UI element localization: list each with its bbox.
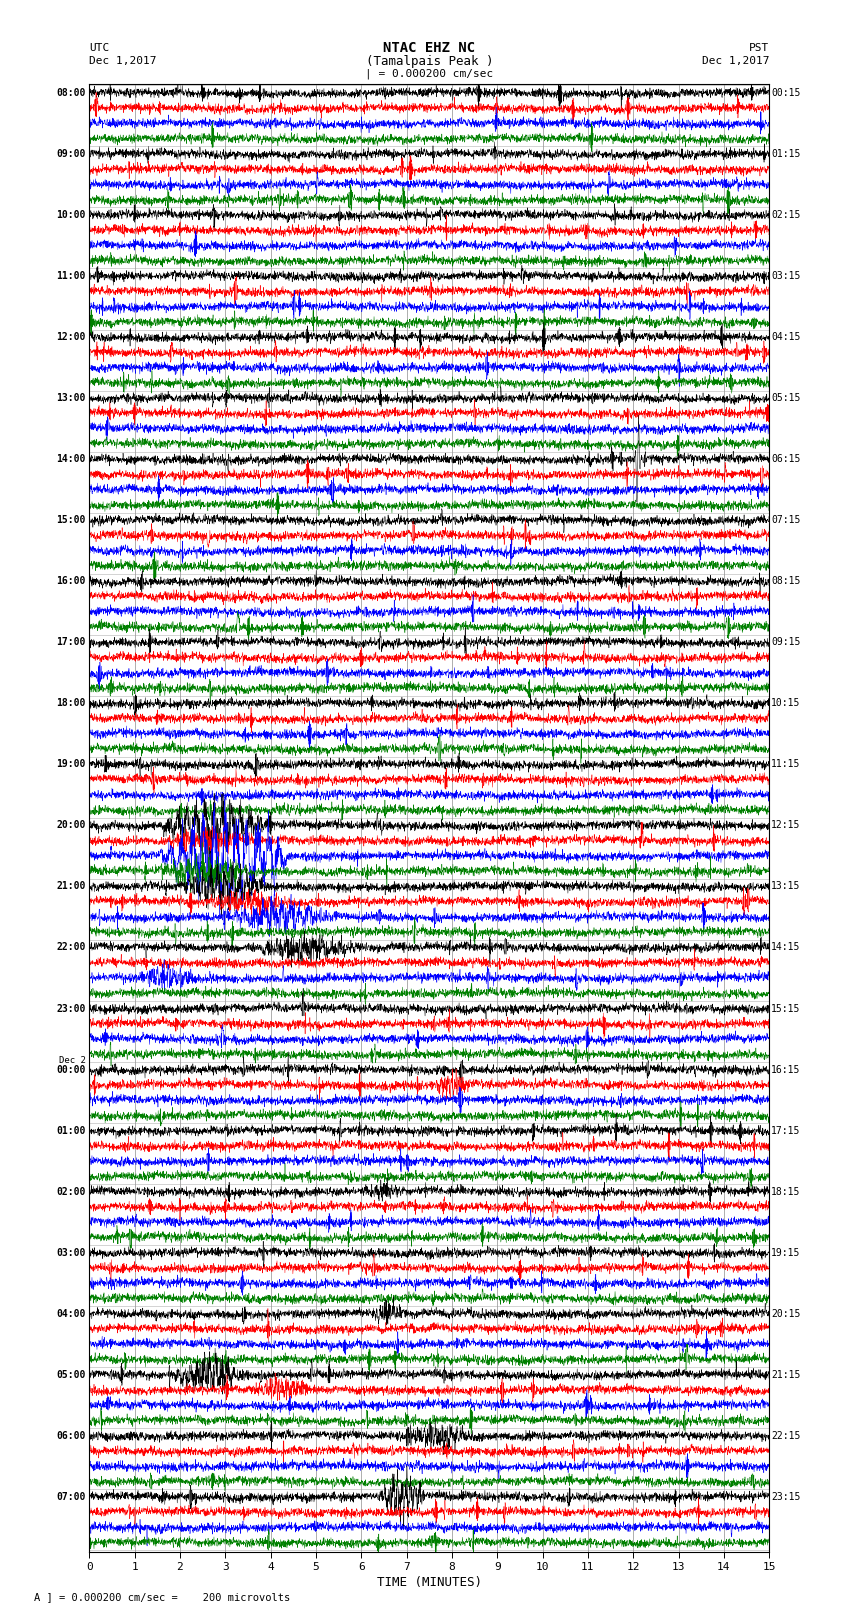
Text: 01:15: 01:15 bbox=[771, 148, 801, 160]
Text: Dec 2: Dec 2 bbox=[59, 1057, 86, 1065]
Text: 11:00: 11:00 bbox=[56, 271, 86, 281]
Text: UTC: UTC bbox=[89, 44, 110, 53]
Text: 18:00: 18:00 bbox=[56, 698, 86, 708]
Text: 10:15: 10:15 bbox=[771, 698, 801, 708]
Text: | = 0.000200 cm/sec: | = 0.000200 cm/sec bbox=[366, 69, 493, 79]
Text: A ] = 0.000200 cm/sec =    200 microvolts: A ] = 0.000200 cm/sec = 200 microvolts bbox=[34, 1592, 290, 1602]
Text: 23:15: 23:15 bbox=[771, 1492, 801, 1502]
Text: 04:00: 04:00 bbox=[56, 1308, 86, 1319]
Text: 21:15: 21:15 bbox=[771, 1369, 801, 1379]
Text: 12:15: 12:15 bbox=[771, 821, 801, 831]
Text: 13:00: 13:00 bbox=[56, 394, 86, 403]
Text: 12:00: 12:00 bbox=[56, 332, 86, 342]
Text: 11:15: 11:15 bbox=[771, 760, 801, 769]
Text: 15:00: 15:00 bbox=[56, 515, 86, 526]
Text: 14:15: 14:15 bbox=[771, 942, 801, 953]
Text: 20:00: 20:00 bbox=[56, 821, 86, 831]
X-axis label: TIME (MINUTES): TIME (MINUTES) bbox=[377, 1576, 482, 1589]
Text: 15:15: 15:15 bbox=[771, 1003, 801, 1013]
Text: 13:15: 13:15 bbox=[771, 881, 801, 892]
Text: 04:15: 04:15 bbox=[771, 332, 801, 342]
Text: 08:15: 08:15 bbox=[771, 576, 801, 586]
Text: Dec 1,2017: Dec 1,2017 bbox=[702, 56, 769, 66]
Text: 08:00: 08:00 bbox=[56, 89, 86, 98]
Text: 07:15: 07:15 bbox=[771, 515, 801, 526]
Text: 22:00: 22:00 bbox=[56, 942, 86, 953]
Text: 05:00: 05:00 bbox=[56, 1369, 86, 1379]
Text: 01:00: 01:00 bbox=[56, 1126, 86, 1136]
Text: 16:00: 16:00 bbox=[56, 576, 86, 586]
Text: 16:15: 16:15 bbox=[771, 1065, 801, 1074]
Text: 06:00: 06:00 bbox=[56, 1431, 86, 1440]
Text: 18:15: 18:15 bbox=[771, 1187, 801, 1197]
Text: 10:00: 10:00 bbox=[56, 210, 86, 219]
Text: NTAC EHZ NC: NTAC EHZ NC bbox=[383, 42, 475, 55]
Text: 19:15: 19:15 bbox=[771, 1247, 801, 1258]
Text: 20:15: 20:15 bbox=[771, 1308, 801, 1319]
Text: 19:00: 19:00 bbox=[56, 760, 86, 769]
Text: 07:00: 07:00 bbox=[56, 1492, 86, 1502]
Text: 02:15: 02:15 bbox=[771, 210, 801, 219]
Text: 22:15: 22:15 bbox=[771, 1431, 801, 1440]
Text: 23:00: 23:00 bbox=[56, 1003, 86, 1013]
Text: 05:15: 05:15 bbox=[771, 394, 801, 403]
Text: 03:00: 03:00 bbox=[56, 1247, 86, 1258]
Text: PST: PST bbox=[749, 44, 769, 53]
Text: 03:15: 03:15 bbox=[771, 271, 801, 281]
Text: 00:15: 00:15 bbox=[771, 89, 801, 98]
Text: 00:00: 00:00 bbox=[56, 1065, 86, 1074]
Text: 09:00: 09:00 bbox=[56, 148, 86, 160]
Text: 02:00: 02:00 bbox=[56, 1187, 86, 1197]
Text: (Tamalpais Peak ): (Tamalpais Peak ) bbox=[366, 55, 493, 68]
Text: Dec 1,2017: Dec 1,2017 bbox=[89, 56, 156, 66]
Text: 14:00: 14:00 bbox=[56, 455, 86, 465]
Text: 06:15: 06:15 bbox=[771, 455, 801, 465]
Text: 17:00: 17:00 bbox=[56, 637, 86, 647]
Text: 09:15: 09:15 bbox=[771, 637, 801, 647]
Text: 17:15: 17:15 bbox=[771, 1126, 801, 1136]
Text: 21:00: 21:00 bbox=[56, 881, 86, 892]
